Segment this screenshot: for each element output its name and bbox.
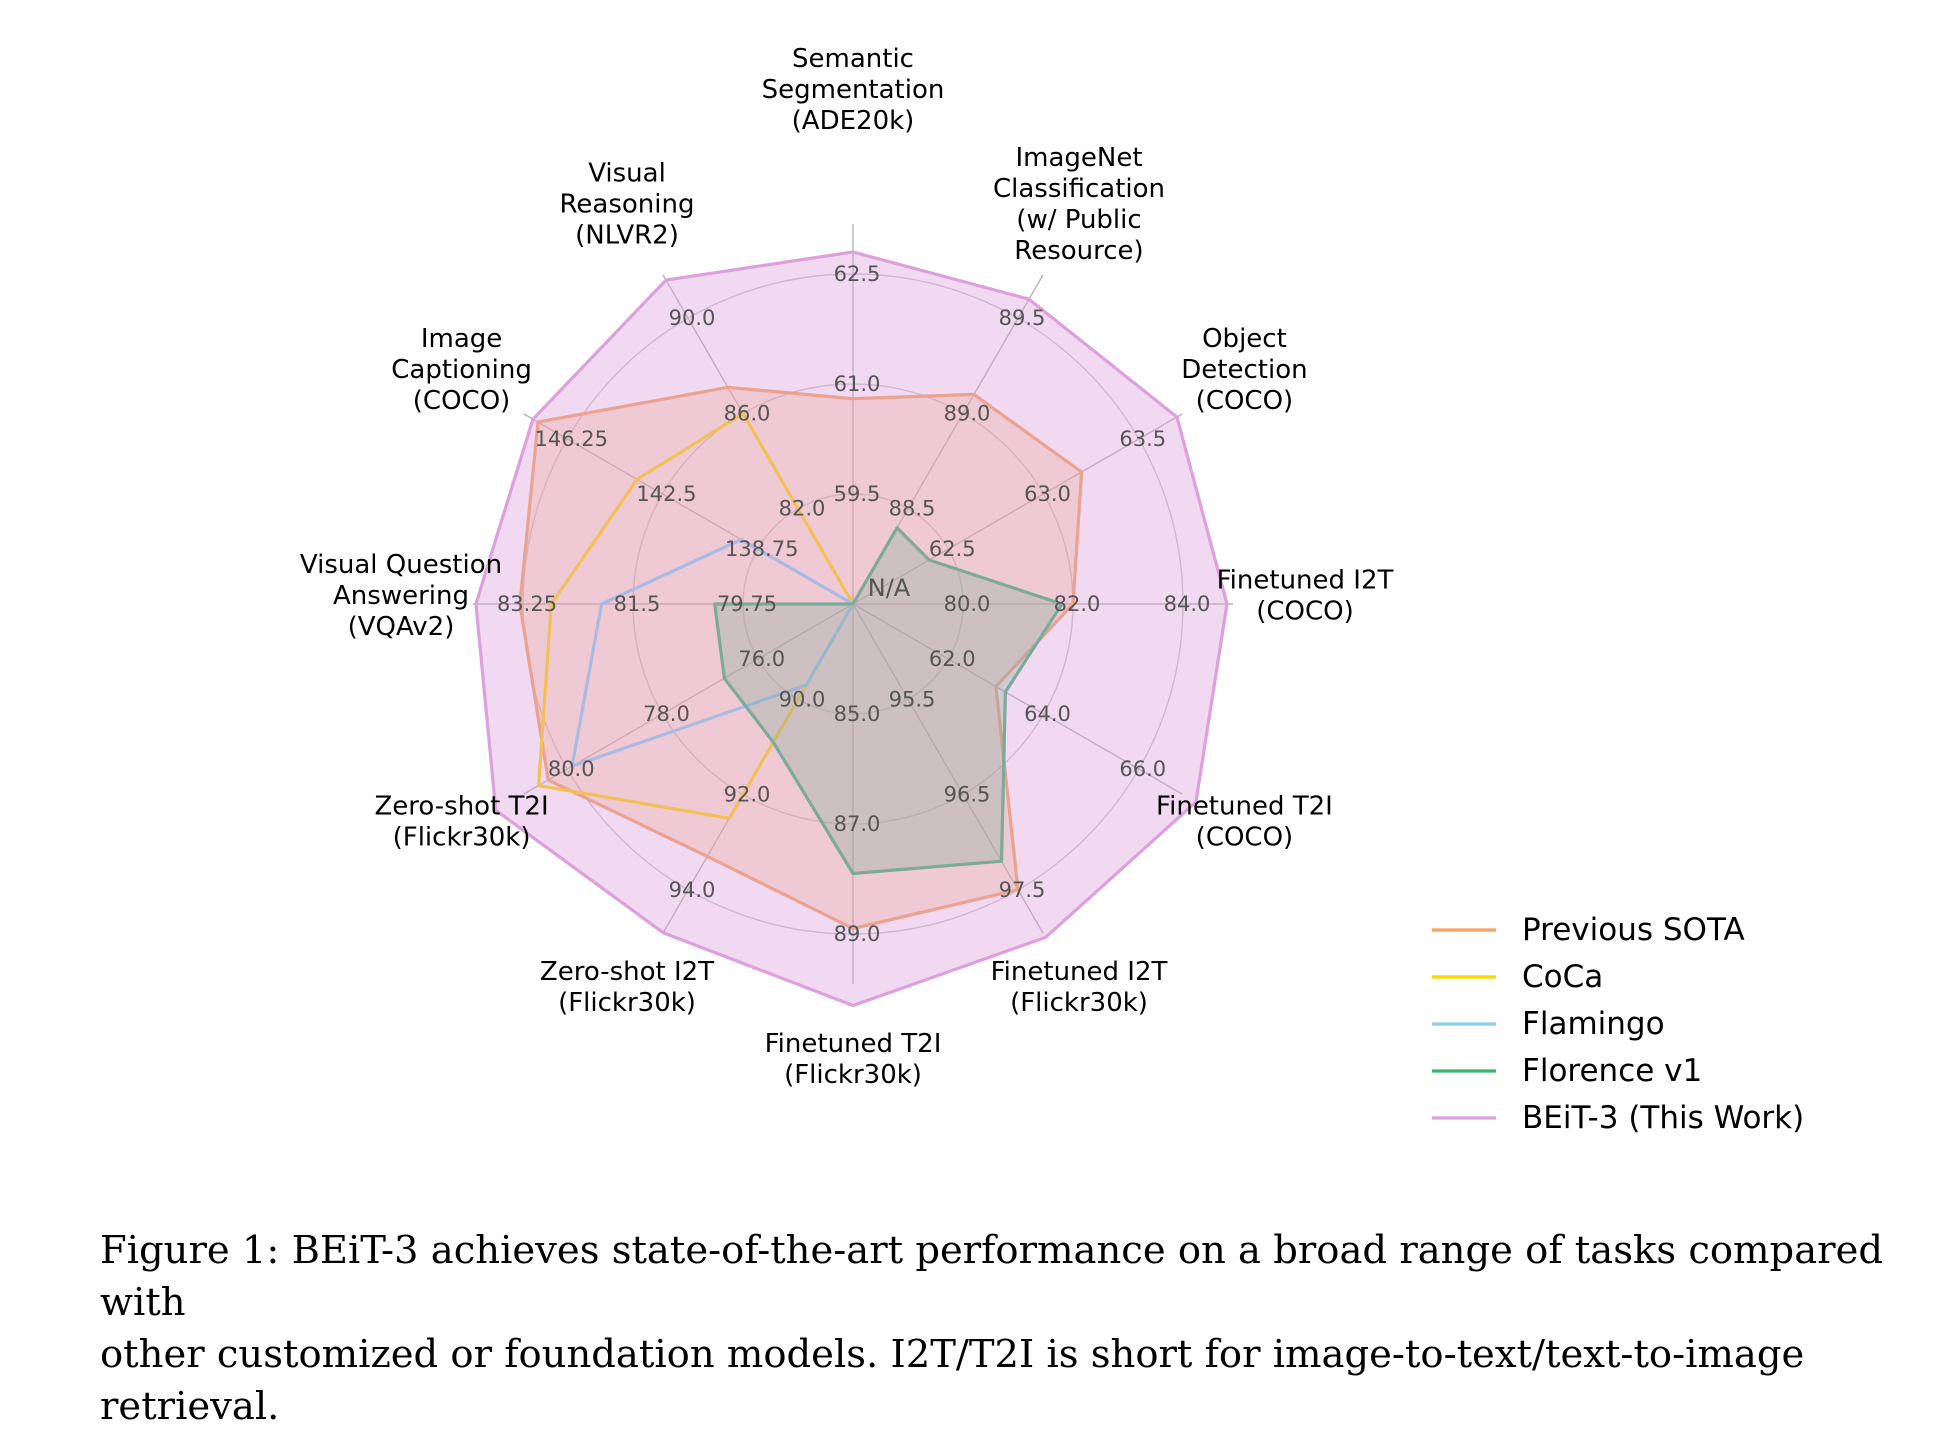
tick-label-imagenet-classification-w-public-resource-1: 88.5	[889, 497, 936, 521]
axis-label-zero-shot-t2i-flickr30k: Zero-shot T2I (Flickr30k)	[374, 792, 548, 853]
tick-label-imagenet-classification-w-public-resource-3: 89.5	[999, 306, 1046, 330]
tick-label-visual-question-answering-vqav2-2: 81.5	[614, 592, 661, 616]
caption-line-2: other customized or foundation models. I…	[100, 1332, 1805, 1429]
legend-label-florence-v1: Florence v1	[1522, 1053, 1702, 1089]
tick-label-semantic-segmentation-ade20k-1: 59.5	[834, 482, 881, 506]
axis-label-visual-question-answering-vqav2: Visual Question Answering (VQAv2)	[300, 550, 502, 642]
spoke-finetuned-t2i-coco	[852, 603, 1183, 795]
tick-label-finetuned-i2t-coco-2: 82.0	[1054, 592, 1101, 616]
legend-label-coca: CoCa	[1522, 959, 1603, 995]
tick-label-imagenet-classification-w-public-resource-2: 89.0	[944, 401, 991, 425]
tick-label-finetuned-t2i-flickr30k-2: 87.0	[834, 812, 881, 836]
tick-label-finetuned-t2i-coco-2: 64.0	[1024, 702, 1071, 726]
series-previous-sota	[518, 385, 1084, 931]
legend: Previous SOTA CoCa Flamingo Florence v1 BEiT…	[1432, 912, 1804, 1136]
tick-label-object-detection-coco-2: 63.0	[1024, 482, 1071, 506]
tick-label-finetuned-i2t-coco-1: 80.0	[944, 592, 991, 616]
tick-label-zero-shot-t2i-flickr30k-1: 76.0	[738, 647, 785, 671]
tick-label-visual-reasoning-nlvr2-1: 82.0	[779, 497, 826, 521]
legend-label-beit-3-this-work: BEiT-3 (This Work)	[1522, 1100, 1804, 1136]
axis-label-zero-shot-i2t-flickr30k: Zero-shot I2T (Flickr30k)	[540, 957, 714, 1018]
spoke-finetuned-i2t-flickr30k	[852, 603, 1044, 934]
tick-label-zero-shot-i2t-flickr30k-2: 92.0	[724, 783, 771, 807]
tick-label-na: N/A	[868, 574, 911, 602]
tick-label-visual-question-answering-vqav2-3: 83.25	[497, 592, 557, 616]
axis-label-semantic-segmentation-ade20k: Semantic Segmentation (ADE20k)	[762, 44, 945, 136]
axis-label-finetuned-t2i-flickr30k: Finetuned T2I (Flickr30k)	[765, 1029, 942, 1090]
tick-label-image-captioning-coco-2: 142.5	[636, 482, 696, 506]
tick-label-visual-reasoning-nlvr2-3: 90.0	[669, 306, 716, 330]
tick-label-finetuned-i2t-flickr30k-3: 97.5	[999, 878, 1046, 902]
legend-label-flamingo: Flamingo	[1522, 1006, 1665, 1042]
radar-chart: 59.5 61.0 62.5 N/A 88.5 89.0 89.5 62.5 63.0 63.5 8…	[300, 44, 1804, 1136]
axis-label-image-captioning-coco: Image Captioning (COCO)	[391, 324, 532, 416]
tick-label-image-captioning-coco-3: 146.25	[534, 427, 607, 451]
series-coca	[536, 411, 855, 820]
series-florence-v1	[713, 526, 1064, 876]
axis-label-imagenet-classification-w-public-resource: ImageNet Classification (w/ Public Resource…	[993, 143, 1165, 266]
series-flamingo	[570, 537, 855, 768]
tick-label-finetuned-i2t-flickr30k-2: 96.5	[944, 783, 991, 807]
legend-label-previous-sota: Previous SOTA	[1522, 912, 1745, 948]
tick-label-object-detection-coco-1: 62.5	[929, 537, 976, 561]
tick-label-finetuned-t2i-coco-3: 66.0	[1119, 757, 1166, 781]
tick-label-zero-shot-i2t-flickr30k-1: 90.0	[779, 687, 826, 711]
axis-label-finetuned-i2t-flickr30k: Finetuned I2T (Flickr30k)	[991, 957, 1168, 1018]
tick-label-image-captioning-coco-1: 138.75	[725, 537, 798, 561]
axis-label-finetuned-t2i-coco: Finetuned T2I (COCO)	[1156, 792, 1333, 853]
axis-label-visual-reasoning-nlvr2: Visual Reasoning (NLVR2)	[560, 159, 695, 251]
tick-label-finetuned-i2t-coco-3: 84.0	[1164, 592, 1211, 616]
tick-label-semantic-segmentation-ade20k-2: 61.0	[834, 372, 881, 396]
figure-caption: Figure 1: BEiT-3 achieves state-of-the-a…	[100, 1225, 1930, 1433]
spoke-object-detection-coco	[852, 413, 1183, 605]
tick-label-object-detection-coco-3: 63.5	[1119, 427, 1166, 451]
radar-axis-labels: Semantic Segmentation (ADE20k) ImageNet Clas…	[300, 44, 1394, 1090]
tick-label-zero-shot-i2t-flickr30k-3: 94.0	[669, 878, 716, 902]
tick-label-finetuned-t2i-flickr30k-1: 85.0	[834, 702, 881, 726]
tick-label-finetuned-i2t-flickr30k-1: 95.5	[889, 687, 936, 711]
tick-label-visual-question-answering-vqav2-1: 79.75	[717, 592, 777, 616]
axis-label-finetuned-i2t-coco: Finetuned I2T (COCO)	[1217, 566, 1394, 627]
tick-label-finetuned-t2i-flickr30k-3: 89.0	[834, 922, 881, 946]
series-beit-3-this-work	[474, 250, 1229, 1008]
radar-series	[474, 250, 1229, 1008]
tick-label-visual-reasoning-nlvr2-2: 86.0	[724, 401, 771, 425]
caption-line-1: Figure 1: BEiT-3 achieves state-of-the-a…	[100, 1228, 1883, 1325]
tick-label-finetuned-t2i-coco-1: 62.0	[929, 647, 976, 671]
axis-label-object-detection-coco: Object Detection (COCO)	[1181, 324, 1307, 416]
radar-tick-labels: 59.5 61.0 62.5 N/A 88.5 89.0 89.5 62.5 63.0 63.5 8…	[497, 262, 1210, 946]
tick-label-zero-shot-t2i-flickr30k-2: 78.0	[643, 702, 690, 726]
tick-label-semantic-segmentation-ade20k-3: 62.5	[834, 262, 881, 286]
tick-label-zero-shot-t2i-flickr30k-3: 80.0	[548, 757, 595, 781]
